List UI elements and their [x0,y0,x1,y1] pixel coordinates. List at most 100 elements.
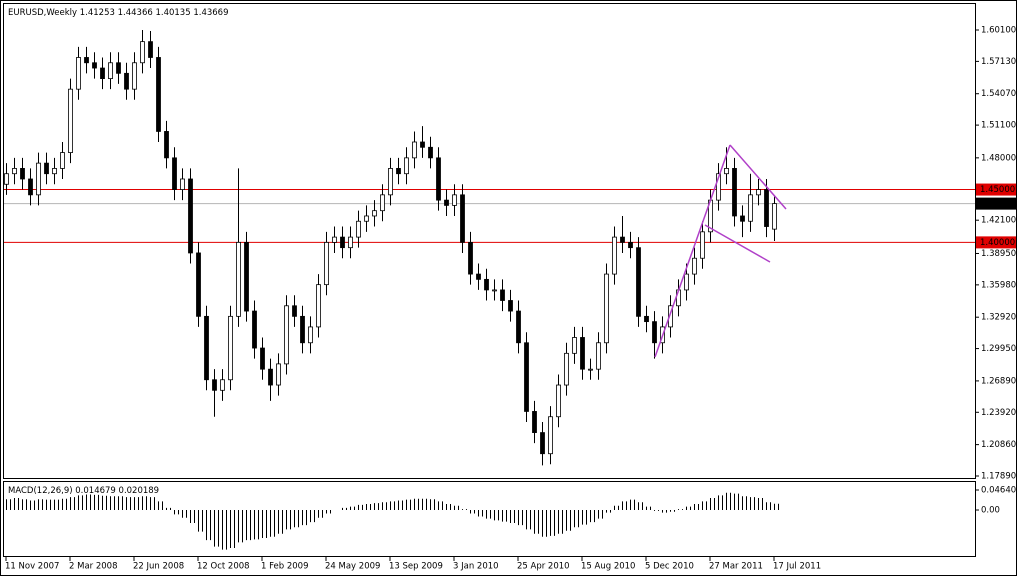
candle-body [772,203,777,230]
x-tick-label: 3 Jan 2010 [453,562,499,572]
candle-body [244,241,249,312]
candle-body [620,236,625,243]
candle-body [532,411,537,433]
candle-body [172,157,177,190]
candle-body [516,310,521,344]
macd-title: MACD(12,26,9) 0.014679 0.020189 [8,486,159,496]
y-tick-label: 1.57130 [981,57,1016,67]
x-tick-label: 12 Oct 2008 [197,562,250,572]
candle-body [236,241,241,317]
macd-main: 0.014679 [75,486,116,496]
last-close: 1.43669 [193,8,228,18]
candle-body [252,310,257,349]
y-tick-label: 1.51100 [981,121,1016,131]
candle-body [388,168,393,196]
candle-body [412,141,417,159]
trend-line [729,144,787,210]
candle-body [468,241,473,275]
last-high: 1.44366 [118,8,153,18]
candle-body [212,379,217,391]
candle-body [284,305,289,365]
x-tick-label: 17 Jul 2011 [773,562,821,572]
candle-body [692,257,697,275]
candle-body [164,131,169,159]
y-tick-label: 1.54070 [981,89,1016,99]
candle-body [124,72,129,90]
candle-body [132,62,137,90]
candle-body [60,152,65,169]
candle-body [44,162,49,175]
candle-body [556,384,561,418]
current-price-label: 1.43669 [980,199,1015,209]
y-tick-label: 0.00 [981,506,1000,516]
y-tick-label: 1.42100 [981,216,1016,226]
price-panel [3,3,976,479]
level-label: 1.45000 [980,185,1015,195]
candle-body [596,342,601,370]
candle-body [476,273,481,280]
trend-lines [654,144,787,358]
level-label: 1.40000 [980,238,1015,248]
candle-body [444,199,449,206]
candle-body [644,315,649,323]
last-low: 1.40135 [155,8,190,18]
candle-body [4,173,9,185]
candle-body [636,247,641,317]
candle-body [748,194,753,222]
x-tick-label: 15 Aug 2010 [581,562,635,572]
candle-body [108,62,113,80]
candle-body [52,168,57,175]
last-open: 1.41253 [80,8,115,18]
chart-title: EURUSD,Weekly 1.41253 1.44366 1.40135 1.… [8,8,228,18]
y-tick-label: 1.26890 [981,376,1016,386]
x-tick-label: 27 Mar 2011 [709,562,763,572]
candle-body [196,252,201,317]
candle-body [604,273,609,344]
x-tick-label: 25 Apr 2010 [517,562,570,572]
candle-body [292,305,297,317]
y-tick-label: 0.046409 [981,486,1017,496]
x-tick-label: 22 Jun 2008 [133,562,184,572]
candle-body [148,41,153,58]
candle-body [668,305,673,328]
candle-body [220,379,225,391]
y-tick-label: 1.60100 [981,26,1016,36]
candle-body [404,157,409,175]
candle-body [540,432,545,455]
x-tick-label: 11 Nov 2007 [5,562,59,572]
candle-body [508,300,513,312]
candle-body [700,231,705,259]
candle-body [564,352,569,386]
candle-body [364,215,369,222]
candle-body [580,337,585,370]
candle-body [12,168,17,175]
candle-body [188,178,193,254]
level-label-box [976,183,1016,196]
candle-body [116,62,121,74]
candle-body [588,368,593,371]
symbol: EURUSD,Weekly [8,8,77,18]
level-label-box [976,236,1016,249]
candle-body [436,157,441,201]
candle-body [324,241,329,286]
y-tick-label: 1.23920 [981,408,1016,418]
candle-body [92,62,97,69]
candle-body [716,173,721,201]
candle-body [204,315,209,381]
candle-body [460,194,465,243]
indicator-name: MACD(12,26,9) [8,486,73,496]
candle-body [548,416,553,455]
y-tick-label: 1.35980 [981,280,1016,290]
candle-body [340,236,345,249]
candle-body [68,88,73,153]
candle-body [76,57,81,90]
candle-body [500,289,505,301]
x-tick-label: 5 Dec 2010 [645,562,694,572]
candle-body [652,321,657,344]
candle-body [140,41,145,64]
x-tick-label: 13 Sep 2009 [389,562,443,572]
candle-body [36,162,41,196]
trend-line [654,144,731,358]
